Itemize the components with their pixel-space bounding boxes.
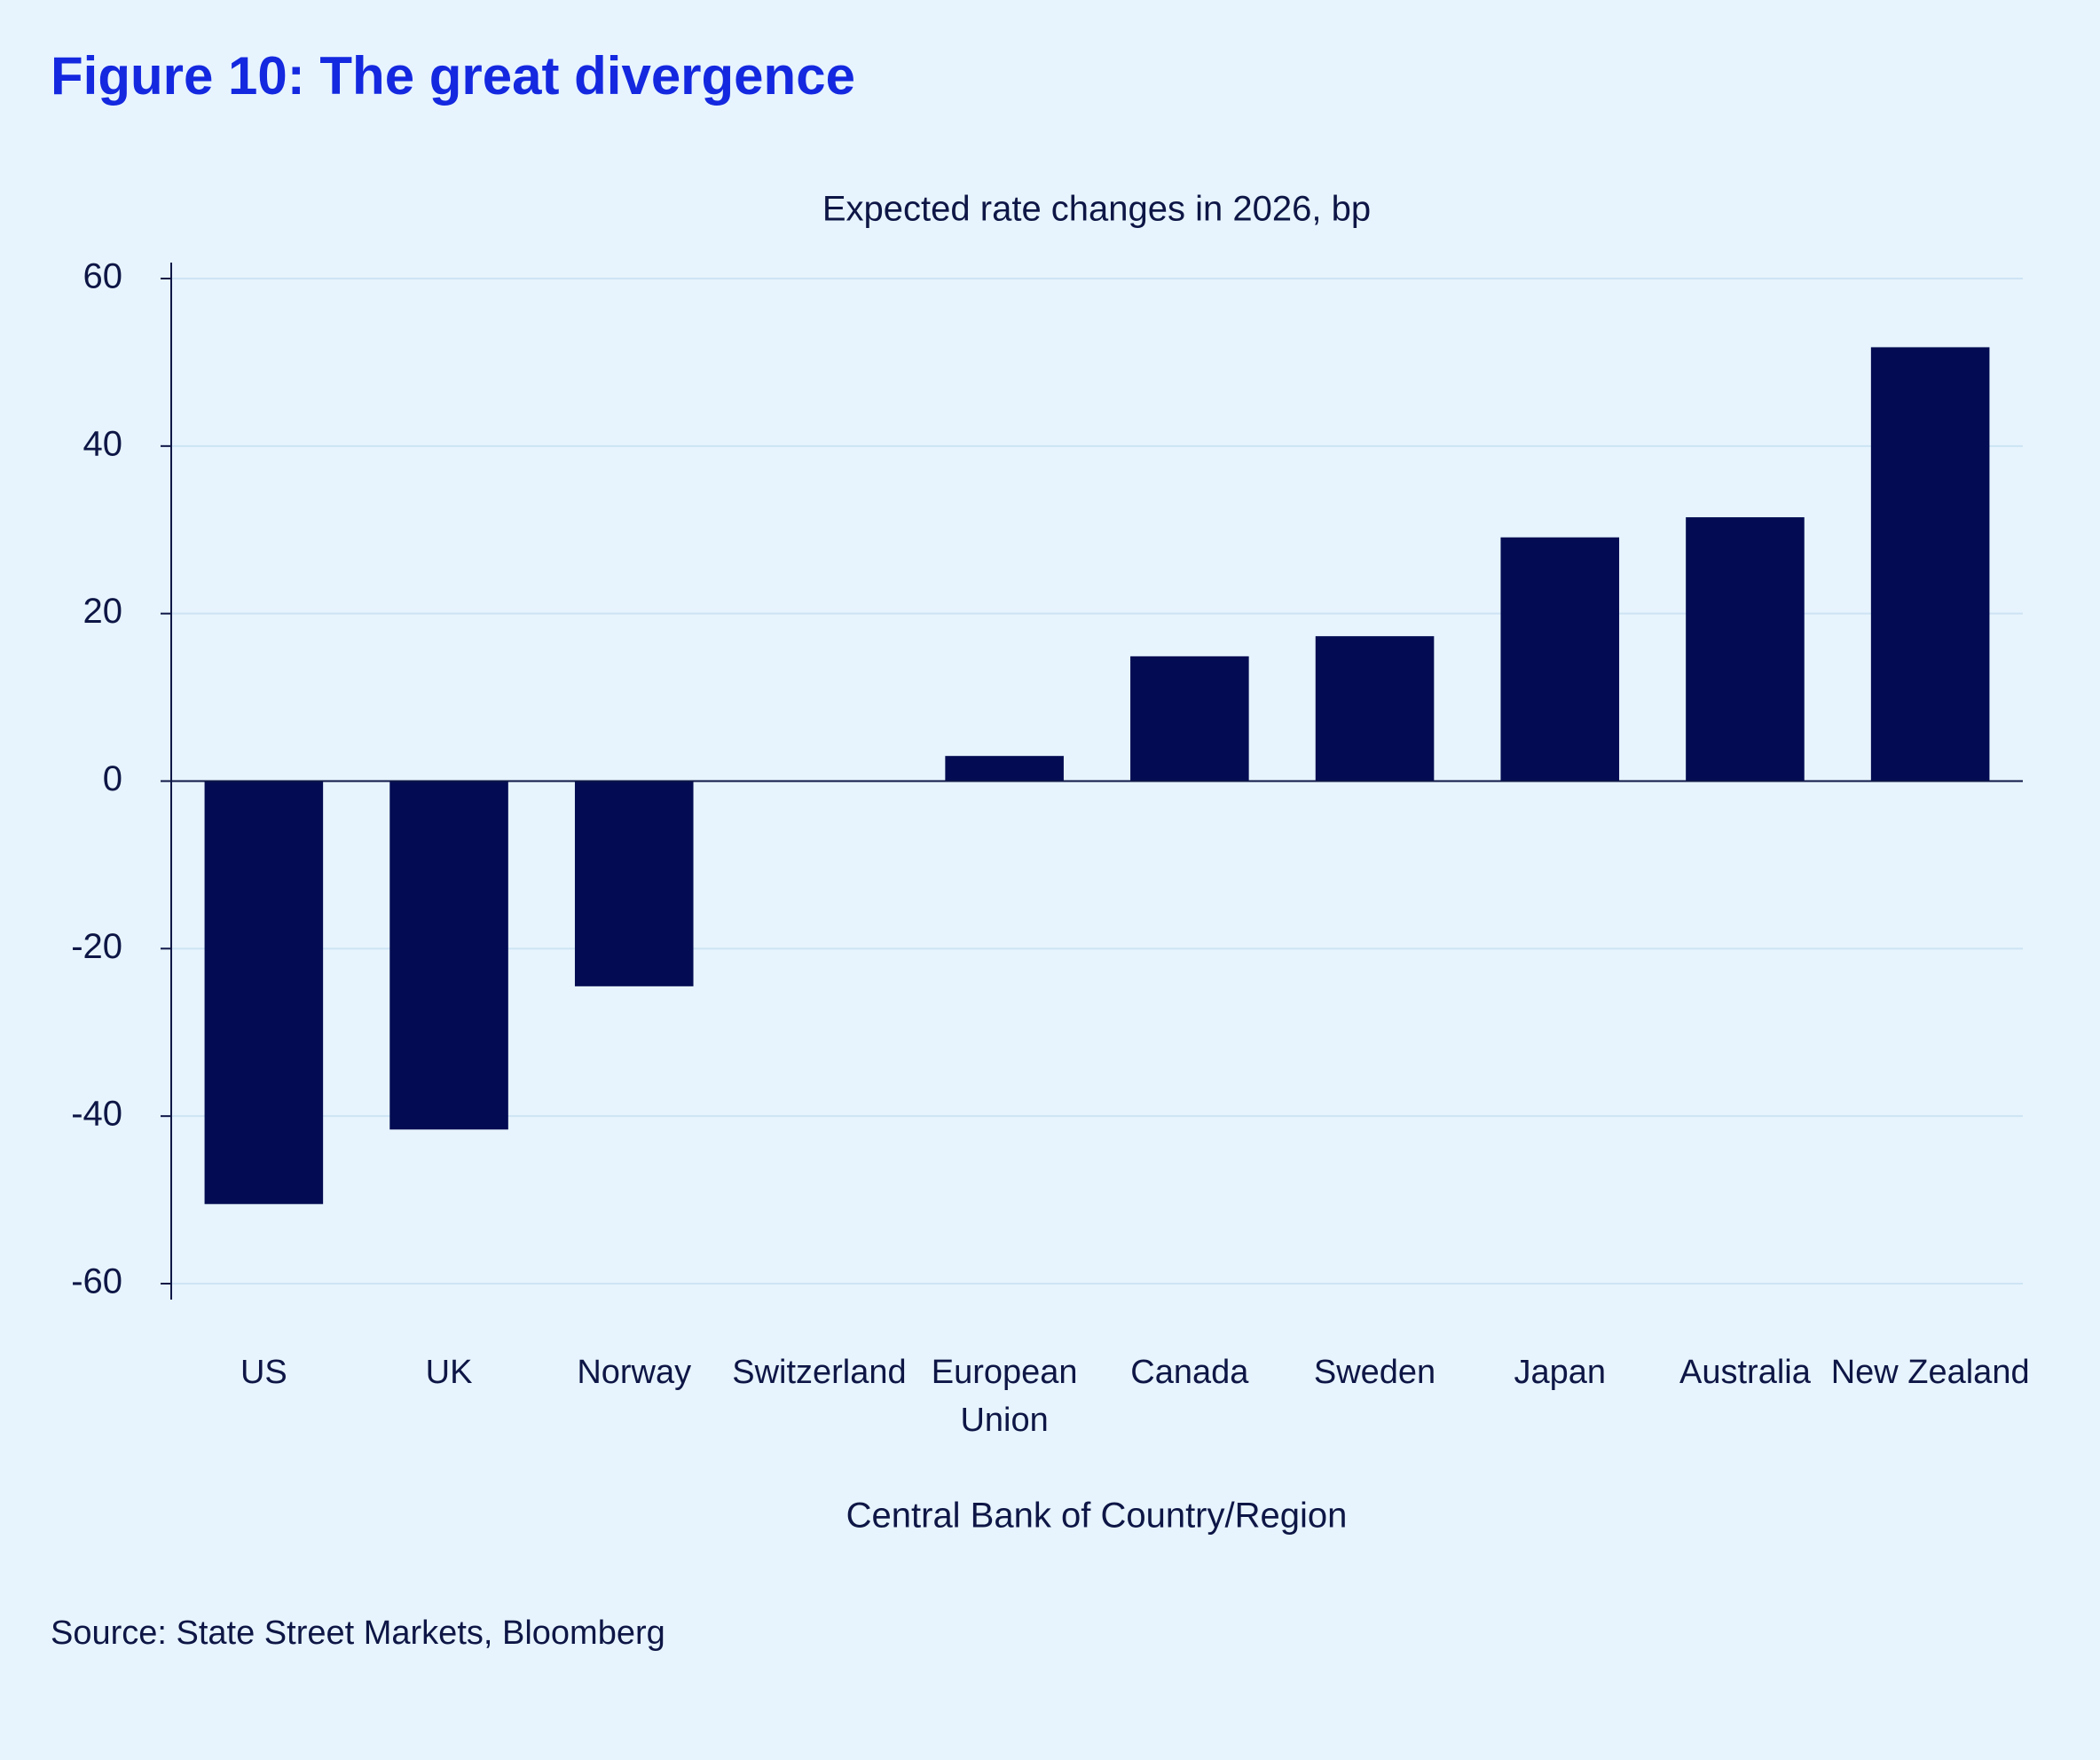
bar (204, 781, 324, 1205)
bar (1870, 347, 1990, 782)
x-tick-label: Japan (1514, 1354, 1606, 1391)
bar (389, 781, 508, 1130)
y-tick-label: -60 (71, 1262, 122, 1301)
y-tick-label: 20 (83, 592, 123, 631)
chart-subtitle: Expected rate changes in 2026, bp (822, 190, 1371, 229)
x-tick-label: Norway (577, 1354, 692, 1391)
bar (1500, 537, 1620, 782)
bar (1315, 636, 1435, 782)
y-tick-label: 40 (83, 424, 123, 463)
bar (1686, 517, 1805, 782)
x-tick-label: Canada (1130, 1354, 1249, 1391)
bar (1130, 656, 1249, 782)
x-axis-label: Central Bank of Country/Region (846, 1497, 1348, 1536)
x-tick-label: European Union (931, 1354, 1078, 1439)
x-tick-label: UK (425, 1354, 473, 1391)
x-tick-label: Australia (1679, 1354, 1811, 1391)
source-note: Source: State Street Markets, Bloomberg (51, 1615, 665, 1652)
y-tick-label: 0 (103, 759, 122, 798)
bar (574, 781, 694, 986)
x-tick-label: US (240, 1354, 287, 1391)
y-tick-label: -40 (71, 1095, 122, 1134)
chart-title: Figure 10: The great divergence (51, 46, 855, 106)
y-tick-label: 60 (83, 257, 123, 296)
bar (945, 756, 1064, 782)
y-tick-label: -20 (71, 927, 122, 966)
x-tick-label: Switzerland (732, 1354, 907, 1391)
x-tick-label: Sweden (1313, 1354, 1436, 1391)
x-tick-label: New Zealand (1830, 1354, 2030, 1391)
